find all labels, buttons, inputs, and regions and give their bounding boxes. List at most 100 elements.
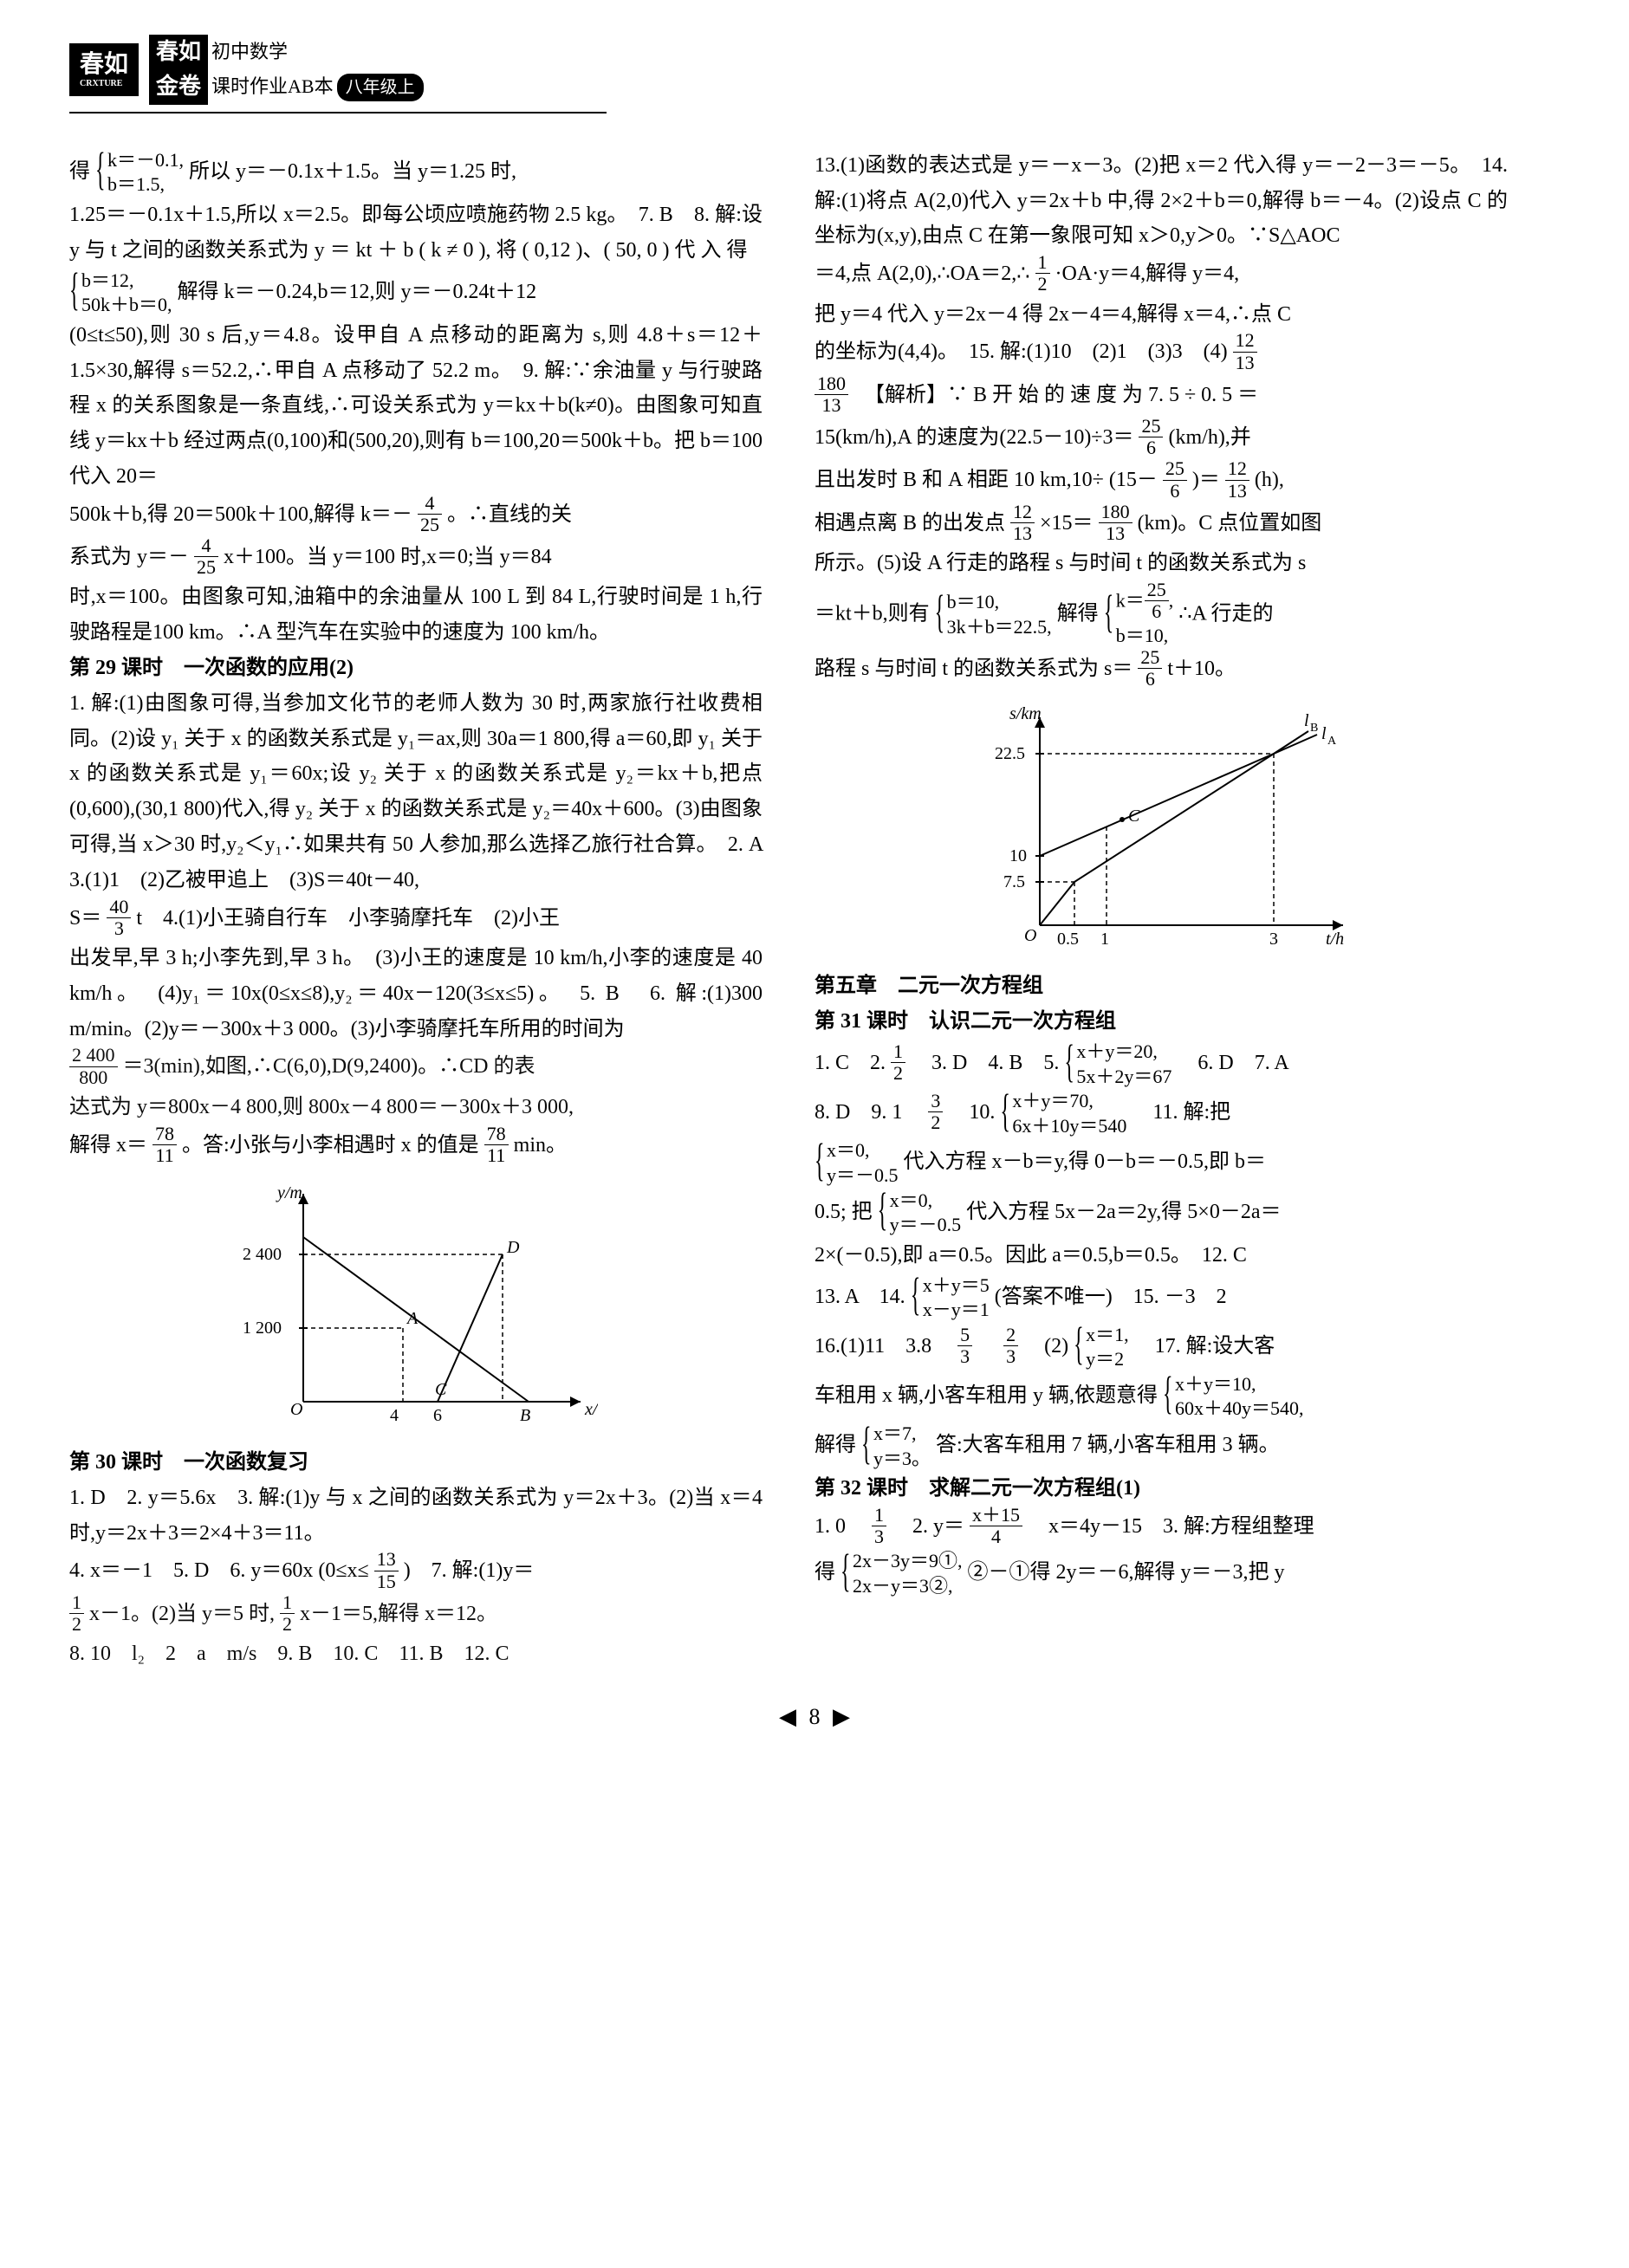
svg-text:6: 6 (433, 1406, 442, 1425)
line-graph-1: O x/min y/m 2 400 1 200 4 6 B A C D (234, 1176, 598, 1436)
lesson-heading: 第 32 课时 求解二元一次方程组(1) (814, 1471, 1508, 1507)
fraction: 403 (107, 897, 131, 939)
svg-text:10: 10 (1009, 846, 1027, 865)
fraction: 1213 (1233, 330, 1257, 373)
logo-sub: CRXTURE (80, 79, 128, 89)
text-line: 车租用 x 辆,小客车租用 y 辆,依题意得 x＋y＝10, 60x＋40y＝5… (814, 1372, 1508, 1422)
text-line: 13.(1)函数的表达式是 y＝－x－3。(2)把 x＝2 代入得 y＝－2－3… (814, 148, 1508, 254)
text-line: 1.25＝－0.1x＋1.5,所以 x＝2.5。即每公顷应喷施药物 2.5 kg… (69, 198, 763, 269)
svg-text:C: C (1128, 807, 1140, 826)
fraction: 12 (280, 1592, 295, 1635)
equation-system: k＝256, b＝10, (1104, 581, 1174, 649)
text-line: ＝kt＋b,则有 b＝10, 3k＋b＝22.5, 解得 k＝256, b＝10… (814, 581, 1508, 649)
fraction: 32 (928, 1091, 943, 1133)
text-line: 16.(1)11 3.8 53 23 (2) x＝1, y＝2 17. 解:设大… (814, 1323, 1508, 1372)
svg-text:y/m: y/m (276, 1183, 302, 1202)
equation-system: b＝12, 50k＋b＝0, (69, 269, 172, 318)
text-line: 1. 解:(1)由图象可得,当参加文化节的老师人数为 30 时,两家旅行社收费相… (69, 686, 763, 898)
text-line: 0.5; 把 x＝0, y＝－0.5 代入方程 5x－2a＝2y,得 5×0－2… (814, 1189, 1508, 1238)
text-line: 得 2x－3y＝9①, 2x－y＝3②, ②－①得 2y＝－6,解得 y＝－3,… (814, 1549, 1508, 1598)
equation-system: x＝7, y＝3。 (861, 1422, 931, 1471)
text-line: 13. A 14. x＋y＝5 x－y＝1 (答案不唯一) 15. －3 2 (814, 1273, 1508, 1323)
text-line: 时,x＝100。由图象可知,油箱中的余油量从 100 L 到 84 L,行驶时间… (69, 580, 763, 651)
text-line: 把 y＝4 代入 y＝2x－4 得 2x－4＝4,解得 x＝4,∴点 C (814, 297, 1508, 333)
svg-text:2 400: 2 400 (243, 1245, 282, 1264)
equation-system: k＝－0.1, b＝1.5, (95, 148, 184, 198)
equation-system: b＝10, 3k＋b＝22.5, (935, 590, 1052, 639)
header-text: 春如 初中数学 金卷 课时作业AB本 八年级上 (149, 35, 424, 105)
fraction: 1213 (1225, 458, 1249, 501)
equation-system: 2x－3y＝9①, 2x－y＝3②, (840, 1549, 963, 1598)
text-line: b＝12, 50k＋b＝0, 解得 k＝－0.24,b＝12,则 y＝－0.24… (69, 269, 763, 318)
equation-system: x＝0, y＝－0.5 (814, 1138, 899, 1188)
svg-text:O: O (290, 1400, 302, 1419)
svg-text:1 200: 1 200 (243, 1319, 282, 1338)
fraction: 18013 (1099, 502, 1133, 544)
equation-system: x＝0, y＝－0.5 (878, 1189, 962, 1238)
lesson-heading: 第 30 课时 一次函数复习 (69, 1445, 763, 1481)
equation-system: x＋y＝20, 5x＋2y＝67 (1064, 1040, 1171, 1089)
text-line: 解得 x＝ 7811 。答:小张与小李相遇时 x 的值是 7811 min。 (69, 1125, 763, 1168)
svg-text:3: 3 (1269, 930, 1278, 949)
svg-text:x/min: x/min (584, 1400, 598, 1419)
svg-text:A: A (1327, 735, 1337, 748)
text-line: 达式为 y＝800x－4 800,则 800x－4 800＝－300x＋3 00… (69, 1090, 763, 1125)
equation-system: x＋y＝5 x－y＝1 (911, 1273, 990, 1323)
text-line: S＝ 403 t 4.(1)小王骑自行车 小李骑摩托车 (2)小王 (69, 898, 763, 941)
svg-text:1: 1 (1100, 930, 1109, 949)
text-line: 500k＋b,得 20＝500k＋100,解得 k＝－ 425 。∴直线的关 (69, 495, 763, 537)
text-line: 18013 【解析】∵ B 开 始 的 速 度 为 7. 5 ÷ 0. 5 ＝ (814, 375, 1508, 418)
fraction: 256 (1163, 458, 1187, 501)
lesson-heading: 第 29 课时 一次函数的应用(2) (69, 651, 763, 686)
chapter-heading: 第五章 二元一次方程组 (814, 969, 1508, 1004)
text-line: 解得 x＝7, y＝3。 答:大客车租用 7 辆,小客车租用 3 辆。 (814, 1422, 1508, 1471)
tag-brand: 春如 (149, 35, 208, 69)
text-line: 所示。(5)设 A 行走的路程 s 与时间 t 的函数关系式为 s (814, 546, 1508, 581)
fraction: 425 (418, 493, 442, 535)
text-line: 8. 10 l₂ 2 a m/s 9. B 10. C 11. B 12. C (69, 1636, 763, 1672)
fraction: 256 (1138, 647, 1162, 690)
equation-system: x＋y＝10, 60x＋40y＝540, (1163, 1372, 1304, 1422)
svg-text:C: C (435, 1380, 447, 1399)
text-line: 出发早,早 3 h;小李先到,早 3 h。 (3)小王的速度是 10 km/h,… (69, 941, 763, 1047)
text-line: 4. x＝－1 5. D 6. y＝60x (0≤x≤ 1315 ) 7. 解:… (69, 1551, 763, 1593)
text-line: 得 k＝－0.1, b＝1.5, 所以 y＝－0.1x＋1.5。当 y＝1.25… (69, 148, 763, 198)
fraction: 1213 (1010, 502, 1035, 544)
svg-text:22.5: 22.5 (995, 744, 1025, 763)
logo-main: 春如 (80, 50, 128, 80)
tag-series: 金卷 (149, 69, 208, 104)
fraction: 7811 (153, 1124, 177, 1166)
page-header: 春如 CRXTURE 春如 初中数学 金卷 课时作业AB本 八年级上 (69, 35, 607, 113)
series-label: 课时作业AB本 (211, 74, 334, 100)
fraction: 2 400800 (69, 1045, 118, 1087)
svg-text:A: A (406, 1309, 419, 1328)
fraction: 12 (69, 1592, 84, 1635)
fraction: 1315 (374, 1549, 399, 1591)
svg-text:t/h: t/h (1326, 930, 1344, 949)
text-line: 8. D 9. 1 32 10. x＋y＝70, 6x＋10y＝540 11. … (814, 1089, 1508, 1138)
fraction: 256 (1139, 416, 1163, 458)
line-graph-2: O t/h s/km 22.5 10 7.5 0.5 1 3 C lB (962, 700, 1360, 960)
text-line: ＝4,点 A(2,0),∴OA＝2,∴ 12 ·OA·y＝4,解得 y＝4, (814, 254, 1508, 296)
svg-text:B: B (1310, 722, 1318, 735)
subject-label: 初中数学 (211, 39, 288, 66)
fraction: 12 (891, 1041, 905, 1084)
svg-text:4: 4 (390, 1406, 399, 1425)
svg-text:l: l (1304, 711, 1309, 730)
fraction: 425 (194, 535, 218, 578)
text-line: 1. D 2. y＝5.6x 3. 解:(1)y 与 x 之间的函数关系式为 y… (69, 1481, 763, 1552)
page-number: ◀ 8 ▶ (69, 1698, 1560, 1736)
text-line: 1. 0 13 2. y＝ x＋154 x＝4y－15 3. 解:方程组整理 (814, 1507, 1508, 1549)
triangle-left-icon: ◀ (779, 1698, 796, 1736)
text-line: 12 x－1。(2)当 y＝5 时, 12 x－1＝5,解得 x＝12。 (69, 1594, 763, 1636)
right-column: 13.(1)函数的表达式是 y＝－x－3。(2)把 x＝2 代入得 y＝－2－3… (814, 148, 1508, 1672)
content-columns: 得 k＝－0.1, b＝1.5, 所以 y＝－0.1x＋1.5。当 y＝1.25… (69, 148, 1560, 1672)
svg-text:D: D (506, 1238, 520, 1257)
svg-text:O: O (1024, 926, 1036, 945)
text-line: 15(km/h),A 的速度为(22.5－10)÷3＝ 256 (km/h),并 (814, 418, 1508, 460)
text-line: (0≤t≤50),则 30 s 后,y＝4.8。设甲自 A 点移动的距离为 s,… (69, 318, 763, 495)
triangle-right-icon: ▶ (833, 1698, 850, 1736)
equation-system: x＋y＝70, 6x＋10y＝540 (1000, 1089, 1126, 1138)
text-line: 的坐标为(4,4)。 15. 解:(1)10 (2)1 (3)3 (4) 121… (814, 332, 1508, 374)
fraction: 7811 (484, 1124, 509, 1166)
